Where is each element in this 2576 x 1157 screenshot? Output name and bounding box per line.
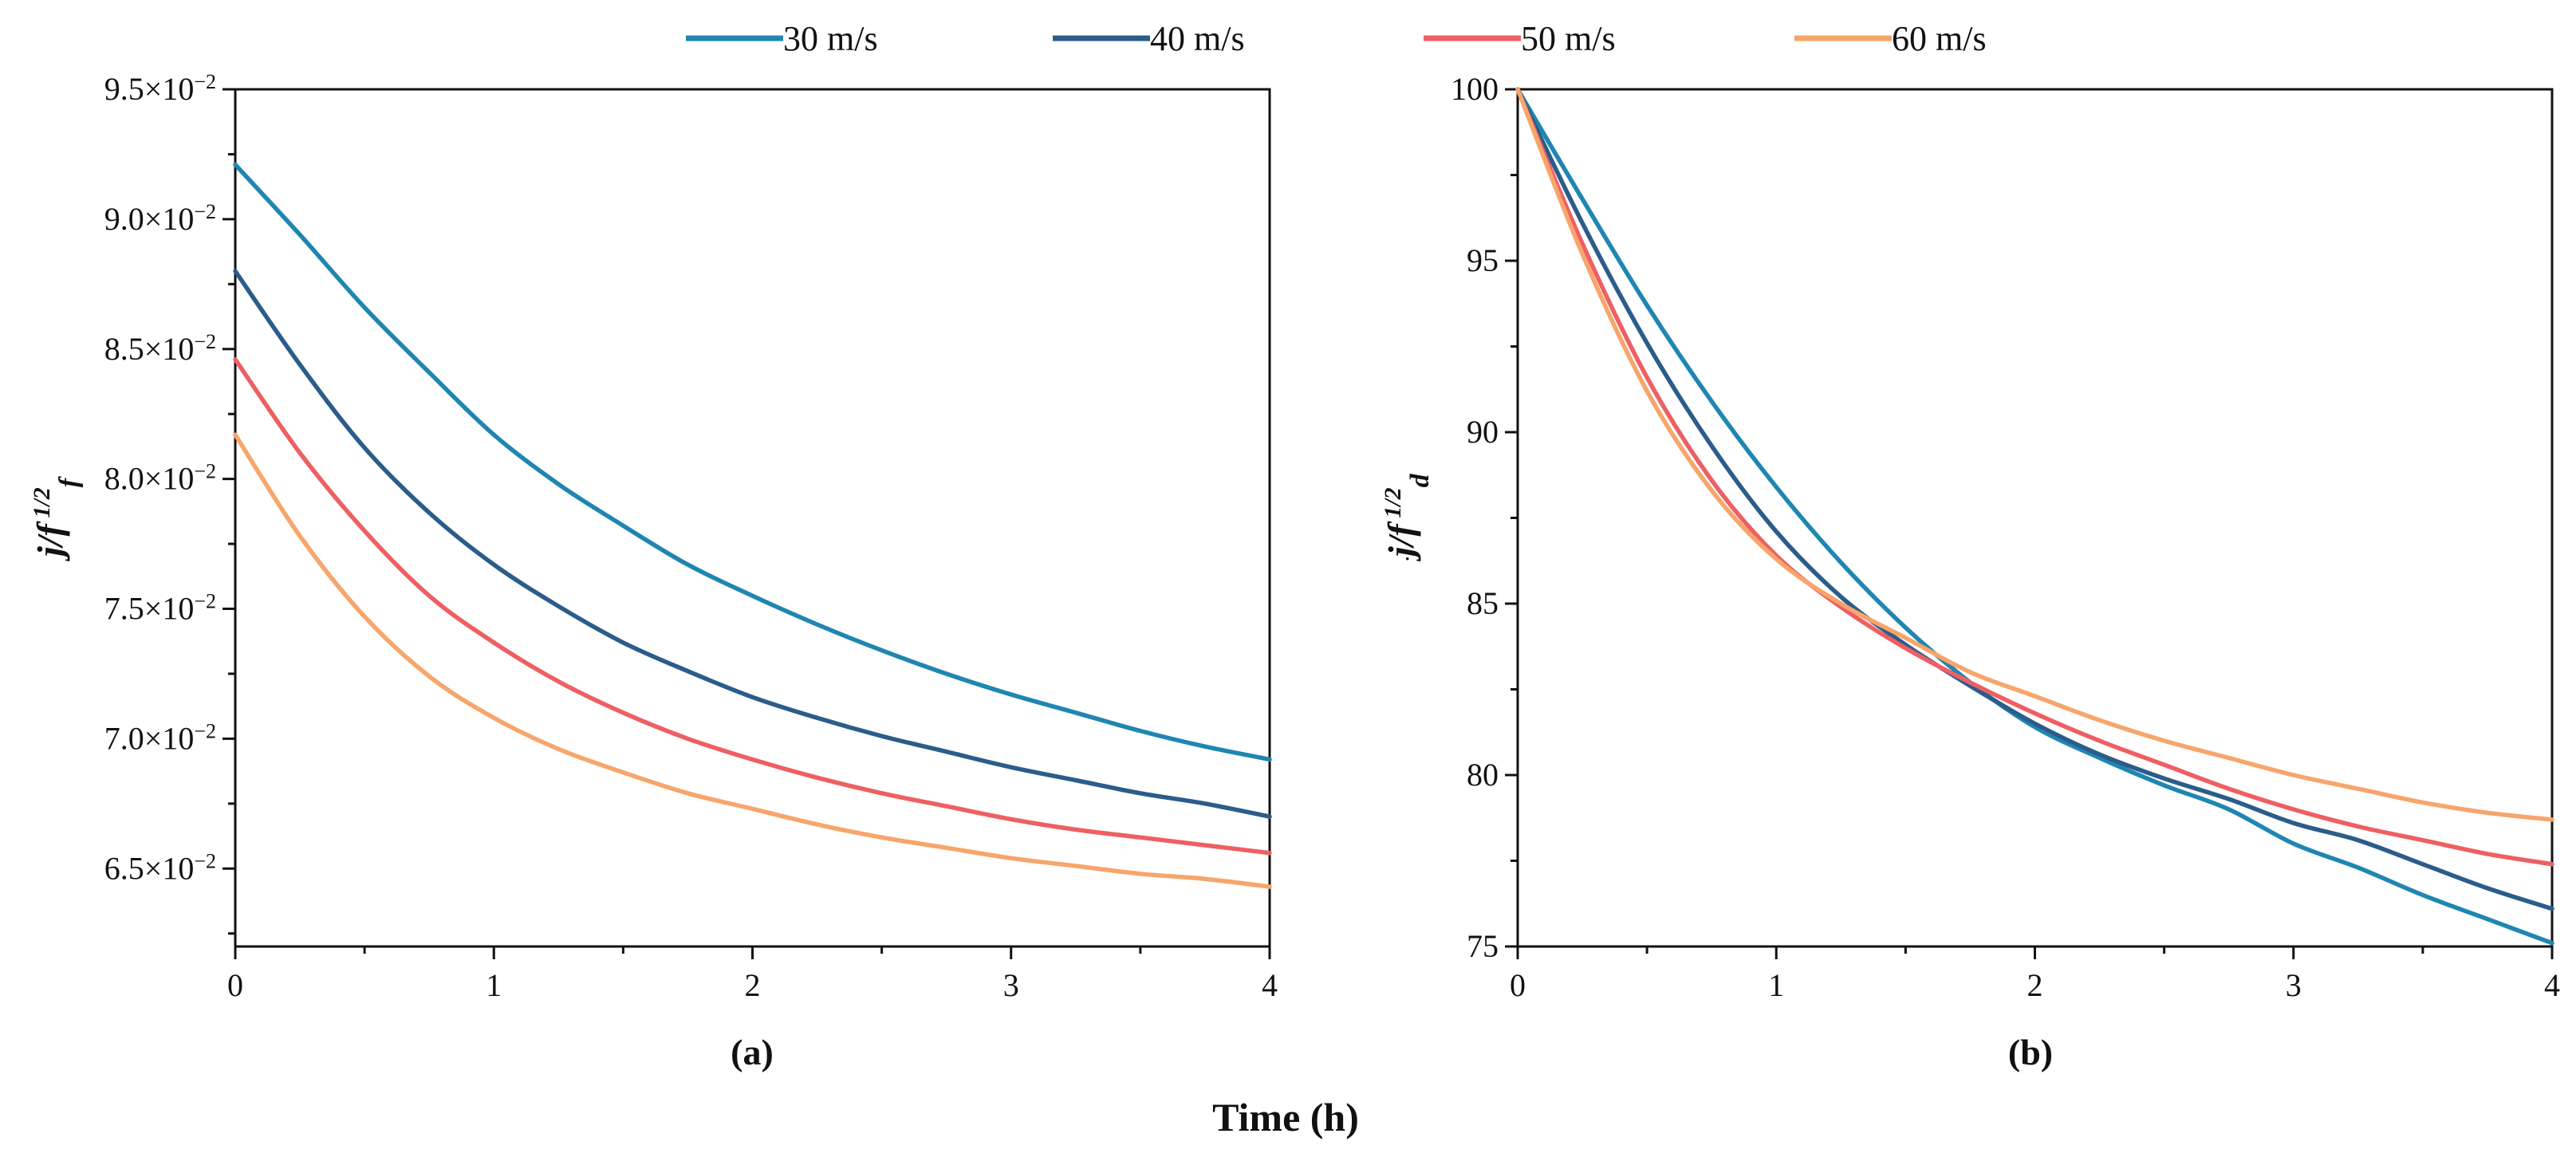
panel-b-y-tick-label: 75 [1467, 928, 1499, 964]
panel-a-x-tick-label: 1 [486, 967, 502, 1003]
panel-a-y-tick-label: 7.5×10−2 [104, 589, 216, 627]
panel-b-series-60-m-s [1515, 87, 2554, 822]
y-tick-mantissa: 7.0×10 [104, 720, 195, 756]
y-tick-exponent: −2 [194, 70, 216, 93]
y-label-base: j/f [1381, 521, 1421, 563]
panel-b-x-tick-label: 4 [2544, 967, 2560, 1003]
panel-a-y-tick-label: 8.5×10−2 [104, 329, 216, 367]
panel-a-chart: 0 1 2 3 46.5×10−27.0×10−27.5×10−28.0×10−28.5… [29, 70, 1278, 1073]
panel-a-series-30-m-s [233, 162, 1272, 762]
panel-b-y-tick-label: 90 [1467, 414, 1499, 450]
y-tick-exponent: −2 [194, 199, 216, 222]
panel-b-y-axis-label: ·j/f 1/2d [1380, 473, 1435, 562]
y-label-sub: d [1405, 473, 1435, 487]
y-label-lead: · [1397, 557, 1417, 561]
panel-b-series-40-m-s [1515, 87, 2554, 911]
panel-a-y-tick-label: 9.5×10−2 [104, 70, 216, 108]
legend-label-2: 40 m/s [1150, 19, 1245, 58]
panel-b-x-tick-label: 0 [1510, 967, 1526, 1003]
legend-label-4: 60 m/s [1892, 19, 1987, 58]
panel-b-chart: 0 1 2 3 4 75 80 85 90 95 100 ·j/f 1/2d (b) [1380, 71, 2561, 1072]
panel-b-series-50-m-s [1515, 87, 2554, 867]
y-tick-mantissa: 6.5×10 [104, 850, 195, 886]
y-tick-mantissa: 9.0×10 [104, 201, 195, 237]
panel-b-series-30-m-s [1515, 87, 2554, 946]
panel-a-y-tick-label: 7.0×10−2 [104, 719, 216, 757]
panel-b-y-tick-label: 95 [1467, 242, 1499, 278]
panel-b-frame [1516, 88, 2554, 948]
panel-b-x-tick-label: 2 [2027, 967, 2043, 1003]
y-tick-exponent: −2 [194, 719, 216, 742]
y-tick-mantissa: 8.0×10 [104, 461, 195, 497]
panel-a-y-tick-label: 9.0×10−2 [104, 199, 216, 237]
y-label-sup: 1/2 [1380, 487, 1406, 524]
y-tick-mantissa: 9.5×10 [104, 71, 195, 107]
panel-a-y-axis-label: j/f 1/2f [29, 475, 84, 562]
panel-b-y-tick-label: 80 [1467, 757, 1499, 793]
panel-a-x-tick-label: 2 [745, 967, 761, 1003]
y-tick-mantissa: 7.5×10 [104, 591, 195, 627]
panel-a-series-40-m-s [233, 269, 1272, 819]
x-axis-title: Time (h) [1212, 1095, 1359, 1139]
y-label-sub: f [54, 475, 84, 487]
panel-b-y-tick-label: 85 [1467, 585, 1499, 621]
panel-a-frame [234, 88, 1271, 948]
y-label-base: j/f [30, 520, 70, 562]
legend-label-1: 30 m/s [783, 19, 878, 58]
panel-b-y-tick-label: 100 [1451, 71, 1499, 107]
panel-a-caption: (a) [731, 1032, 774, 1072]
panel-a-x-tick-label: 0 [227, 967, 243, 1003]
panel-a-series-60-m-s [233, 432, 1272, 889]
y-label-sup: 1/2 [29, 487, 55, 524]
y-tick-mantissa: 8.5×10 [104, 331, 195, 367]
y-tick-exponent: −2 [194, 589, 216, 612]
y-tick-exponent: −2 [194, 329, 216, 352]
panel-a-y-tick-label: 6.5×10−2 [104, 849, 216, 887]
legend: 30 m/s 40 m/s 50 m/s 60 m/s [686, 19, 1987, 58]
panel-a-y-tick-label: 8.0×10−2 [104, 459, 216, 497]
panel-b-x-tick-label: 1 [1768, 967, 1784, 1003]
legend-label-3: 50 m/s [1521, 19, 1616, 58]
panel-b-x-tick-label: 3 [2286, 967, 2302, 1003]
y-tick-exponent: −2 [194, 849, 216, 872]
panel-a-series-50-m-s [233, 357, 1272, 856]
panel-a-x-tick-label: 4 [1262, 967, 1278, 1003]
panel-b-caption: (b) [2008, 1032, 2053, 1072]
panel-a-x-tick-label: 3 [1003, 967, 1019, 1003]
y-tick-exponent: −2 [194, 459, 216, 482]
